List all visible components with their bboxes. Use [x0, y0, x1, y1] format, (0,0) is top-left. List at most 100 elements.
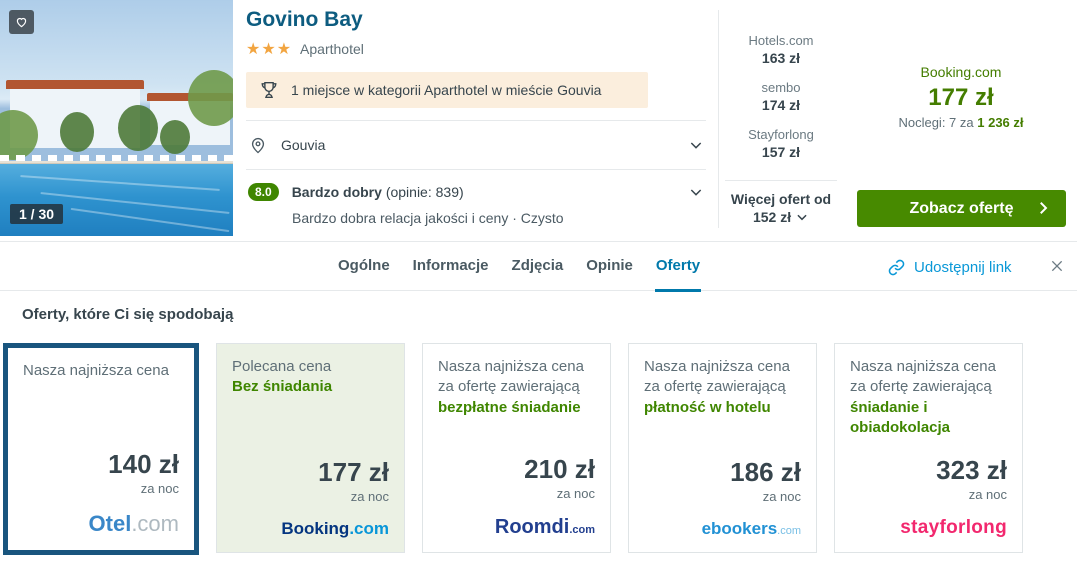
tabs: Ogólne Informacje Zdjęcia Opinie Oferty	[337, 242, 702, 292]
chevron-down-icon[interactable]	[688, 137, 704, 153]
tab-zdjecia[interactable]: Zdjęcia	[511, 257, 564, 274]
rating-summary: Bardzo dobra relacja jakości i ceny · Cz…	[292, 210, 564, 226]
offer-card-ebookers[interactable]: Nasza najniższa cena za ofertę zawierają…	[628, 343, 817, 553]
provider-name: Stayforlong	[748, 127, 814, 142]
rating-row[interactable]: 8.0 Bardzo dobry (opinie: 839)	[246, 170, 706, 201]
heart-icon	[16, 17, 27, 28]
tab-oferty[interactable]: Oferty	[654, 242, 702, 292]
ranking-text: 1 miejsce w kategorii Aparthotel w mieśc…	[291, 82, 602, 98]
chevron-down-icon	[797, 214, 807, 220]
logo-text: Otel	[88, 511, 132, 536]
offers-section-heading: Oferty, które Ci się spodobają	[22, 306, 234, 323]
photo-loungers	[0, 155, 233, 161]
offer-card-roomdi[interactable]: Nasza najniższa cena za ofertę zawierają…	[422, 343, 611, 553]
close-button[interactable]	[1044, 254, 1070, 280]
best-offer-provider: Booking.com	[920, 64, 1002, 80]
provider-name: sembo	[761, 80, 801, 95]
offer-price: 177 zł	[318, 457, 389, 487]
vertical-divider	[718, 10, 719, 228]
photo-tree	[118, 105, 158, 151]
more-offers-toggle[interactable]: Więcej ofert od 152 zł	[720, 191, 842, 226]
nights-label: Noclegi: 7 za	[898, 115, 974, 130]
rating-score-badge: 8.0	[248, 183, 279, 201]
logo-suffix: .com	[777, 525, 801, 537]
close-icon	[1051, 260, 1063, 271]
logo-text: ebookers	[701, 519, 778, 538]
more-offers-label: Więcej ofert od	[730, 191, 832, 207]
accommodation-type: Aparthotel	[300, 41, 364, 57]
photo-roof	[6, 80, 144, 89]
view-deal-button[interactable]: Zobacz ofertę	[857, 190, 1066, 227]
best-offer-price: 177 zł	[928, 84, 994, 111]
tab-opinie[interactable]: Opinie	[586, 257, 633, 274]
offer-card-booking[interactable]: Polecana cena Bez śniadania 177 zł za no…	[216, 343, 405, 553]
offer-price: 210 zł	[524, 454, 595, 484]
offer-label: Nasza najniższa cena za ofertę zawierają…	[644, 358, 790, 396]
offer-price: 323 zł	[936, 455, 1007, 485]
divider	[725, 180, 837, 181]
offer-label: Polecana cena	[232, 358, 332, 375]
location-pin-icon	[251, 137, 265, 154]
provider-name: Hotels.com	[748, 33, 814, 48]
share-link-label: Udostępnij link	[914, 258, 1012, 276]
offer-price: 140 zł	[108, 449, 179, 479]
offer-highlight: śniadanie i obiadokolacja	[850, 398, 951, 436]
logo-suffix: .com	[349, 519, 389, 538]
offer-per-night: za noc	[140, 481, 179, 496]
alt-offer-item[interactable]: Stayforlong 157 zł	[720, 127, 842, 160]
tabs-bar: Ogólne Informacje Zdjęcia Opinie Oferty …	[0, 241, 1077, 292]
offer-per-night: za noc	[762, 489, 801, 504]
hotel-photo[interactable]: 1 / 30	[0, 0, 233, 236]
photo-tree	[160, 120, 190, 154]
provider-price: 163 zł	[761, 50, 801, 66]
offer-highlight: płatność w hotelu	[644, 398, 771, 416]
roomdi-logo: Roomdi.com	[438, 516, 595, 539]
favorite-button[interactable]	[9, 10, 34, 34]
nights-total-price: 1 236 zł	[977, 115, 1024, 130]
stayforlong-logo: stayforlong	[850, 517, 1007, 539]
offer-label: Nasza najniższa cena za ofertę zawierają…	[438, 358, 584, 396]
photo-tree	[188, 70, 233, 126]
alternative-offers-panel: Hotels.com 163 zł sembo 174 zł Stayforlo…	[720, 0, 842, 226]
offer-card-stayforlong[interactable]: Nasza najniższa cena za ofertę zawierają…	[834, 343, 1023, 553]
link-icon	[888, 259, 905, 275]
tab-ogolne[interactable]: Ogólne	[338, 257, 390, 274]
offer-label: Nasza najniższa cena	[23, 362, 169, 379]
location-row[interactable]: Gouvia	[246, 120, 706, 170]
more-offers-price: 152 zł	[752, 208, 792, 225]
provider-price: 157 zł	[761, 144, 801, 160]
photo-tree	[60, 112, 94, 152]
offer-per-night: za noc	[556, 486, 595, 501]
ranking-badge: 1 miejsce w kategorii Aparthotel w mieśc…	[246, 72, 648, 108]
chevron-right-icon	[1040, 202, 1048, 214]
star-rating-icons: ★★★	[246, 41, 293, 58]
otel-logo: Otel.com	[23, 511, 179, 537]
rating-label: Bardzo dobry	[291, 184, 382, 200]
offer-label: Nasza najniższa cena za ofertę zawierają…	[850, 358, 996, 396]
trophy-icon	[261, 81, 277, 99]
offer-highlight: bezpłatne śniadanie	[438, 398, 581, 416]
share-link-button[interactable]: Udostępnij link	[888, 242, 1012, 292]
rating-text: Bardzo dobry (opinie: 839)	[292, 184, 464, 200]
offer-per-night: za noc	[968, 487, 1007, 502]
logo-suffix: .com	[569, 524, 595, 536]
photo-counter: 1 / 30	[10, 204, 64, 224]
logo-text: stayforlong	[900, 517, 1007, 538]
offer-per-night: za noc	[350, 489, 389, 504]
rating-review-count: (opinie: 839)	[385, 184, 464, 200]
offer-card-otel[interactable]: Nasza najniższa cena 140 zł za noc Otel.…	[3, 343, 199, 555]
offer-price: 186 zł	[730, 457, 801, 487]
logo-suffix: .com	[131, 511, 179, 536]
logo-text: Roomdi	[494, 516, 570, 538]
logo-text: Booking	[281, 519, 350, 538]
alt-offer-item[interactable]: sembo 174 zł	[720, 80, 842, 113]
alt-offer-item[interactable]: Hotels.com 163 zł	[720, 33, 842, 66]
tab-informacje[interactable]: Informacje	[412, 257, 489, 274]
view-deal-label: Zobacz ofertę	[909, 199, 1014, 217]
provider-price: 174 zł	[761, 97, 801, 113]
hotel-info: Govino Bay ★★★ Aparthotel 1 miejsce w ka…	[246, 8, 706, 226]
chevron-down-icon[interactable]	[688, 184, 704, 200]
location-name: Gouvia	[281, 137, 326, 153]
ebookers-logo: ebookers.com	[644, 519, 801, 539]
